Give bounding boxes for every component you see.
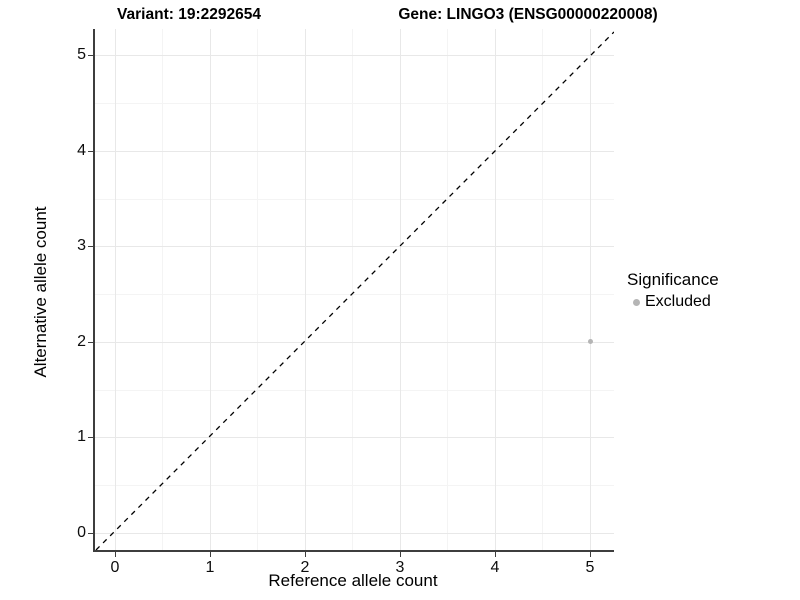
gridline-major-h — [95, 533, 614, 534]
gridline-minor-v — [162, 29, 163, 550]
legend-entry-excluded: Excluded — [627, 293, 797, 311]
x-tick-label: 4 — [490, 559, 500, 576]
x-tick — [305, 552, 306, 557]
y-tick — [88, 151, 93, 152]
x-axis-title: Reference allele count — [268, 571, 438, 590]
y-tick — [88, 437, 93, 438]
data-point-excluded — [588, 339, 593, 344]
legend: Significance Excluded — [627, 270, 797, 311]
plot-title-gene: Gene: LINGO3 (ENSG00000220008) — [398, 6, 658, 23]
plot-panel — [93, 29, 614, 552]
y-tick — [88, 246, 93, 247]
y-tick-label: 5 — [77, 46, 86, 63]
gridline-major-h — [95, 55, 614, 56]
y-tick-label: 4 — [77, 142, 86, 159]
y-tick — [88, 533, 93, 534]
gridline-minor-v — [352, 29, 353, 550]
gridline-major-v — [400, 29, 401, 550]
plot-title-variant: Variant: 19:2292654 — [117, 6, 261, 23]
gridline-minor-h — [95, 199, 614, 200]
y-axis-title: Alternative allele count — [31, 206, 50, 378]
gridline-major-h — [95, 151, 614, 152]
identity-dashed-line — [95, 31, 614, 550]
gridline-minor-h — [95, 485, 614, 486]
y-tick — [88, 55, 93, 56]
x-tick — [115, 552, 116, 557]
x-tick-label: 2 — [300, 559, 310, 576]
y-tick-label: 2 — [77, 333, 86, 350]
gridline-minor-v — [257, 29, 258, 550]
gridline-minor-v — [542, 29, 543, 550]
x-tick-label: 5 — [585, 559, 595, 576]
gridline-major-h — [95, 246, 614, 247]
gridline-minor-v — [447, 29, 448, 550]
gridline-major-v — [210, 29, 211, 550]
x-tick — [210, 552, 211, 557]
gridline-minor-h — [95, 103, 614, 104]
gridline-major-v — [590, 29, 591, 550]
gridline-minor-h — [95, 390, 614, 391]
gridline-major-v — [305, 29, 306, 550]
y-tick-label: 3 — [77, 237, 86, 254]
legend-title: Significance — [627, 270, 719, 289]
gridline-major-v — [115, 29, 116, 550]
x-tick — [590, 552, 591, 557]
gridline-major-h — [95, 437, 614, 438]
y-tick-label: 0 — [77, 524, 86, 541]
legend-entry-label: Excluded — [645, 293, 711, 310]
x-tick-label: 0 — [110, 559, 120, 576]
legend-key-dot-icon — [633, 298, 640, 306]
x-tick-label: 1 — [205, 559, 215, 576]
gridline-major-h — [95, 342, 614, 343]
gridline-major-v — [495, 29, 496, 550]
y-tick — [88, 342, 93, 343]
y-tick-label: 1 — [77, 428, 86, 445]
x-tick — [400, 552, 401, 557]
gridline-minor-h — [95, 294, 614, 295]
x-tick — [495, 552, 496, 557]
x-tick-label: 3 — [395, 559, 405, 576]
